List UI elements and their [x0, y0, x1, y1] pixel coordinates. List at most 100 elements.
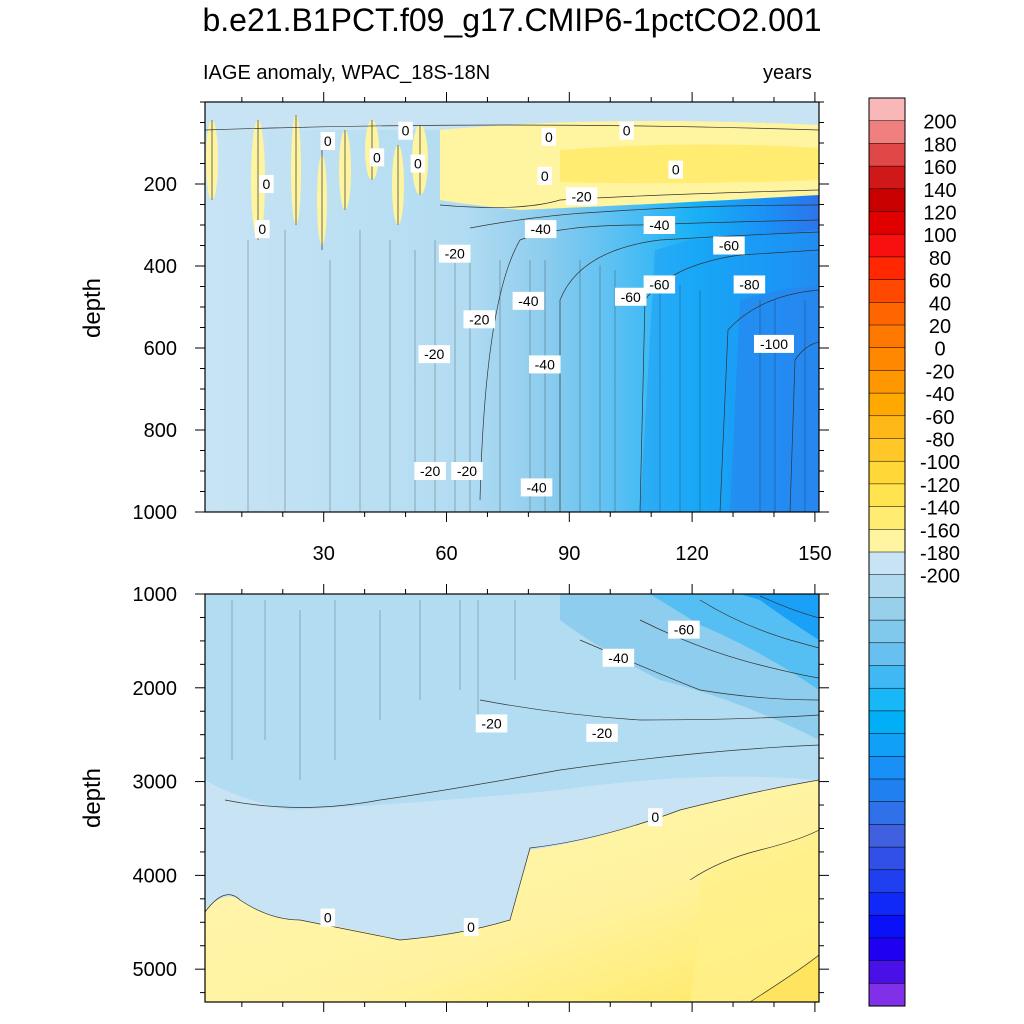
colorbar-band-26 — [868, 687, 906, 712]
contour-label-bg — [414, 462, 446, 480]
colorbar-band-33 — [868, 846, 906, 871]
contour-label-text: -60 — [649, 276, 669, 292]
contour-label-bg — [463, 310, 496, 329]
panel-0-contour-label-17: -60 — [614, 287, 647, 306]
colorbar-band-14 — [868, 415, 906, 440]
panel-0-contour-label-3: 0 — [410, 154, 426, 173]
contour-label-bg — [614, 287, 647, 306]
panel-0-contour-label-4: 0 — [259, 175, 274, 193]
colorbar-label-15: -100 — [920, 452, 960, 474]
colorbar-label-0: 200 — [923, 112, 956, 134]
contour-label-bg — [369, 148, 385, 167]
colorbar-label-14: -80 — [926, 430, 955, 452]
panel-0-contour-label-0: 0 — [320, 131, 336, 150]
upper-contour-streaks — [247, 230, 806, 512]
chart-subtitle-left: IAGE anomaly, WPAC_18S-18N — [203, 62, 491, 84]
contour-label-text: 0 — [263, 176, 271, 192]
panel-0-contour-label-24: -20 — [451, 462, 483, 480]
contour-label-text: -40 — [518, 293, 538, 309]
lower-field-plus10 — [690, 830, 819, 1002]
contour-label-text: -40 — [608, 650, 628, 666]
panel-0-ytick-label-200: 200 — [144, 174, 177, 196]
panel-0-contour-label-7: 0 — [541, 127, 557, 146]
contour-label-bg — [512, 291, 545, 310]
colorbar-band-10 — [868, 324, 906, 349]
panel-0-contour-label-9: 0 — [668, 160, 683, 179]
contour-label-bg — [643, 275, 676, 294]
colorbar-label-9: 20 — [929, 316, 951, 338]
panel-0-ytick-label-400: 400 — [144, 256, 177, 278]
colorbar-band-15 — [868, 438, 906, 462]
colorbar-band-24 — [868, 642, 906, 667]
colorbar-band-18 — [868, 506, 906, 530]
lower-plot-frame — [204, 593, 820, 1003]
colorbar-label-1: 180 — [923, 134, 956, 156]
colorbar-label-12: -40 — [926, 384, 955, 406]
colorbar-band-6 — [868, 233, 906, 258]
colorbar-band-17 — [868, 483, 906, 508]
contour-label-bg — [668, 620, 700, 639]
colorbar-band-13 — [868, 392, 906, 417]
colorbar-band-3 — [868, 165, 906, 190]
colorbar-label-8: 40 — [929, 293, 951, 315]
panel-1-ytick-label-4000: 4000 — [133, 865, 178, 887]
panel-0-contour-label-14: -20 — [438, 244, 471, 263]
panel-0-contour-label-5: 0 — [255, 220, 270, 239]
contour-label-bg — [565, 187, 598, 206]
contour-label-bg — [602, 648, 635, 667]
contour-label-bg — [520, 478, 553, 497]
colorbar-band-39 — [868, 983, 906, 1007]
colorbar-label-19: -180 — [920, 543, 960, 565]
panel-0-contour-label-25: -40 — [520, 478, 553, 497]
chart-title: b.e21.B1PCT.f09_g17.CMIP6-1pctCO2.001 — [202, 2, 822, 38]
colorbar-band-29 — [868, 756, 906, 780]
contour-label-bg — [586, 723, 618, 742]
colorbar-label-5: 100 — [923, 225, 956, 247]
axes-layer: 30 60 90 120 150 200 400 600 800 1000 1000 2000 3000… — [133, 92, 832, 1012]
upper-field-plus20-band — [560, 144, 819, 184]
contour-label-bg — [648, 808, 663, 827]
colorbar-label-3: 140 — [923, 180, 956, 202]
colorbar-band-16 — [868, 460, 906, 485]
lower-contour-lines — [205, 595, 819, 1002]
panel-1-contour-label-2: -20 — [475, 714, 508, 733]
contour-label-bg — [438, 244, 471, 263]
colorbar-band-1 — [868, 120, 906, 144]
colorbar-label-10: 0 — [934, 339, 945, 361]
panel-0-contour-label-8: 0 — [619, 121, 634, 140]
colorbar-label-20: -200 — [920, 566, 960, 588]
lower-field-plus20 — [750, 955, 819, 1002]
contour-label-text: -20 — [457, 463, 477, 479]
panel-0-xtick-label-150: 150 — [798, 543, 831, 565]
colorbar-band-36 — [868, 914, 906, 939]
contour-label-bg — [713, 236, 745, 255]
contour-label-bg — [418, 345, 450, 364]
colorbar-label-17: -140 — [920, 498, 960, 520]
lower-field-minus80 — [740, 594, 819, 640]
colorbar-band-4 — [868, 188, 906, 213]
colorbar-label-18: -160 — [920, 520, 960, 542]
colorbar-band-31 — [868, 801, 906, 825]
colorbar-band-35 — [868, 892, 906, 916]
contour-label-bg — [259, 175, 274, 193]
colorbar-band-23 — [868, 619, 906, 644]
colorbar-label-16: -120 — [920, 475, 960, 497]
panel-0-contour-label-16: -60 — [643, 275, 676, 294]
contour-label-text: -20 — [571, 188, 591, 204]
contour-label-text: 0 — [324, 910, 332, 926]
panel-1-contour-label-4: 0 — [648, 808, 663, 827]
colorbar-band-28 — [868, 733, 906, 757]
contour-label-bg — [524, 220, 557, 239]
contour-label-text: 0 — [373, 149, 381, 165]
panel-0-contour-label-19: -20 — [463, 310, 496, 329]
contour-label-text: 0 — [623, 123, 631, 139]
contour-label-bg — [753, 334, 794, 353]
lower-field-plus0 — [205, 780, 819, 1002]
colorbar-band-20 — [868, 551, 906, 576]
contour-label-bg — [255, 220, 270, 239]
panel-0-ytick-label-1000: 1000 — [133, 502, 178, 524]
contour-label-text: 0 — [651, 809, 659, 825]
colorbar-label-4: 120 — [923, 203, 956, 225]
contour-label-bg — [320, 131, 336, 150]
colorbar-band-22 — [868, 597, 906, 621]
